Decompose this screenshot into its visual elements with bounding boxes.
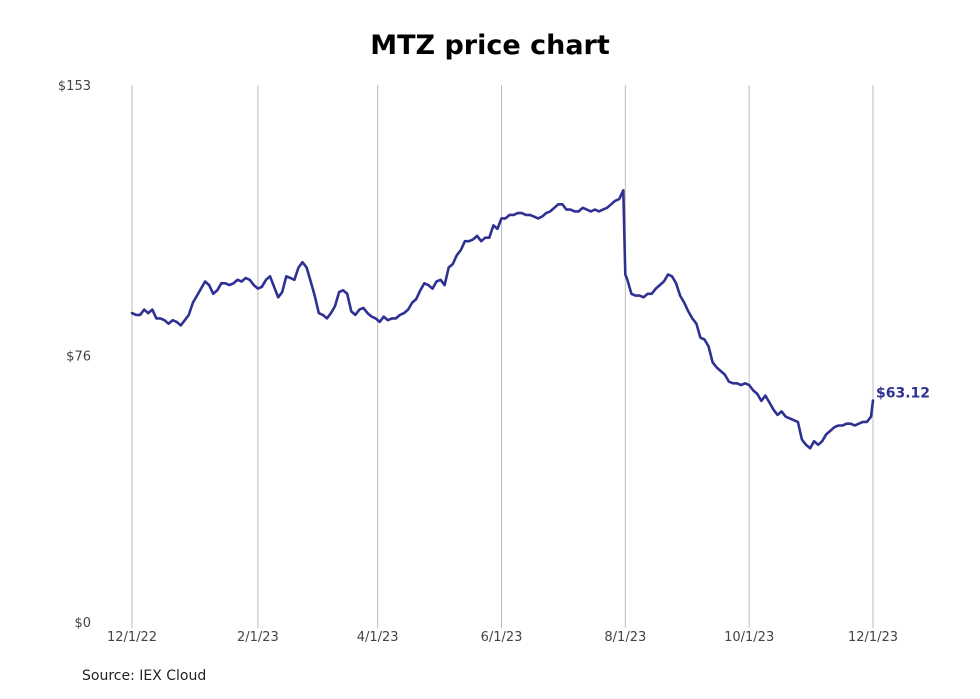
x-tick-label: 12/1/22 — [107, 630, 157, 645]
x-axis-ticks: 12/1/22 2/1/23 4/1/23 6/1/23 8/1/23 10/1/23 12… — [107, 630, 898, 645]
x-tick-label: 10/1/23 — [724, 630, 774, 645]
grid-lines — [131, 85, 874, 628]
x-tick-label: 12/1/23 — [848, 630, 898, 645]
end-label-layer: $63.12 — [876, 385, 930, 401]
y-tick-label: $0 — [74, 616, 91, 631]
source-note: Source: IEX Cloud — [82, 668, 207, 684]
end-value-label: $63.12 — [876, 385, 930, 401]
y-axis-ticks: $0 $76 $153 — [58, 79, 91, 631]
y-tick-label: $153 — [58, 79, 91, 94]
x-tick-label: 8/1/23 — [604, 630, 646, 645]
x-tick-label: 6/1/23 — [481, 630, 523, 645]
price-line — [130, 189, 875, 450]
chart-title: MTZ price chart — [370, 30, 610, 61]
x-tick-label: 4/1/23 — [357, 630, 399, 645]
y-tick-label: $76 — [66, 349, 91, 364]
x-tick-label: 2/1/23 — [237, 630, 279, 645]
series-layer — [130, 189, 875, 450]
